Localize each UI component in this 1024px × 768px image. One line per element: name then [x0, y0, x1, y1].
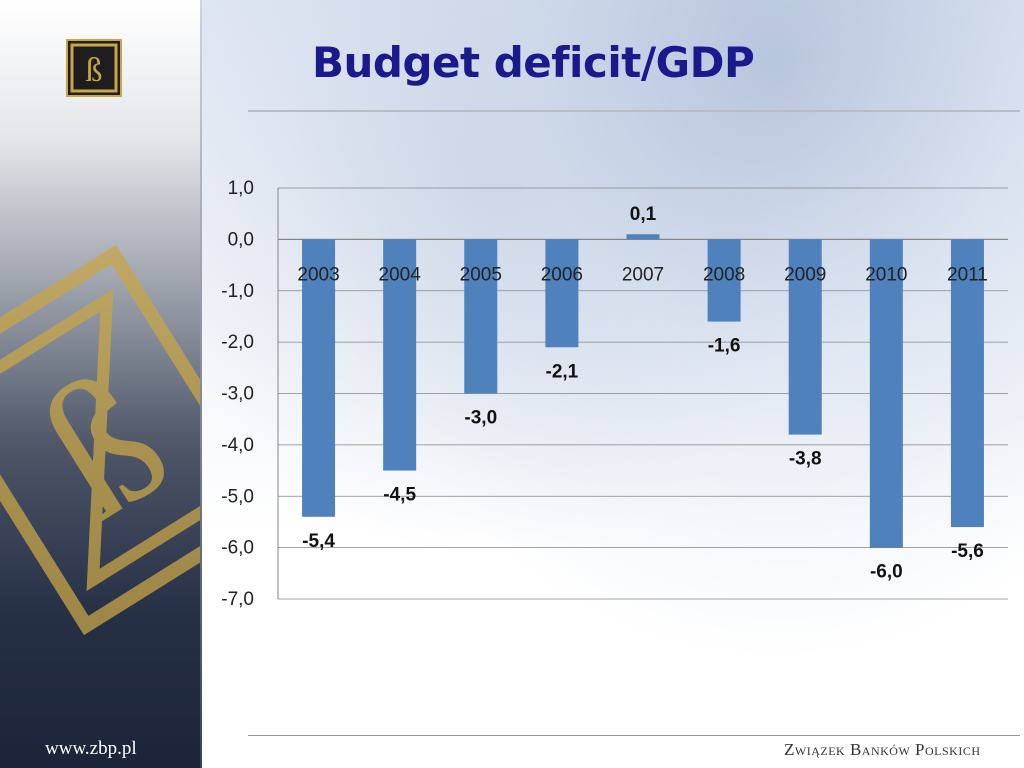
data-label: -4,5 [383, 485, 416, 506]
data-label: -5,4 [302, 531, 335, 552]
x-category-label: 2009 [784, 264, 826, 285]
x-category-label: 2003 [297, 264, 339, 285]
x-category-label: 2005 [460, 264, 502, 285]
sidebar-divider [200, 0, 202, 768]
sidebar-panel: ß ß www.zbp.pl [0, 0, 202, 768]
data-label: -1,6 [708, 336, 741, 357]
organization-name: Związek Banków Polskich [784, 740, 981, 759]
y-tick-label: 0,0 [228, 229, 254, 250]
data-label: 0,1 [630, 204, 657, 225]
bar-2005 [464, 239, 498, 394]
x-category-label: 2007 [622, 264, 664, 285]
y-tick-label: -4,0 [221, 435, 254, 456]
y-tick-label: -1,0 [221, 281, 254, 302]
x-category-label: 2006 [541, 264, 583, 285]
zbp-logo-watermark: ß [0, 244, 202, 636]
svg-text:ß: ß [86, 52, 103, 89]
bar-2003 [302, 239, 336, 517]
zbp-logo-icon: ß [66, 39, 122, 97]
bar-2006 [545, 239, 579, 348]
data-label: -3,0 [464, 408, 497, 429]
x-category-label: 2011 [947, 264, 988, 285]
data-label: -2,1 [546, 361, 579, 382]
data-label: -6,0 [870, 562, 903, 583]
bar-2011 [950, 239, 984, 528]
y-tick-label: -6,0 [221, 538, 254, 559]
y-tick-label: -3,0 [221, 384, 254, 405]
bar-2007 [626, 234, 660, 240]
data-label: -5,6 [951, 541, 984, 562]
x-category-label: 2008 [703, 264, 745, 285]
chart-bars [302, 234, 984, 548]
page-title: Budget deficit/GDP [312, 38, 755, 87]
y-tick-label: -5,0 [221, 486, 254, 507]
x-category-label: 2010 [865, 264, 907, 285]
chart-data-labels: -5,4 -4,5 -3,0 -2,1 0,1 -1,6 -3,8 -6,0 -5,6 [302, 204, 984, 582]
x-category-label: 2004 [379, 264, 422, 285]
footer-divider [248, 735, 1020, 736]
y-tick-label: 1,0 [228, 178, 254, 199]
bar-2010 [869, 239, 903, 548]
y-tick-label: -2,0 [221, 332, 254, 353]
data-label: -3,8 [789, 449, 822, 470]
title-divider [248, 110, 1020, 112]
bar-2004 [383, 239, 417, 471]
x-axis-category-labels: 2003 2004 2005 2006 2007 2008 2009 2010 2011 [297, 264, 987, 285]
website-url: www.zbp.pl [45, 738, 137, 759]
bar-2009 [788, 239, 822, 435]
y-axis-ticks: 1,0 0,0 -1,0 -2,0 -3,0 -4,0 -5,0 -6,0 -7,0 [221, 178, 254, 610]
y-tick-label: -7,0 [221, 589, 254, 610]
bar-2008 [707, 239, 741, 322]
